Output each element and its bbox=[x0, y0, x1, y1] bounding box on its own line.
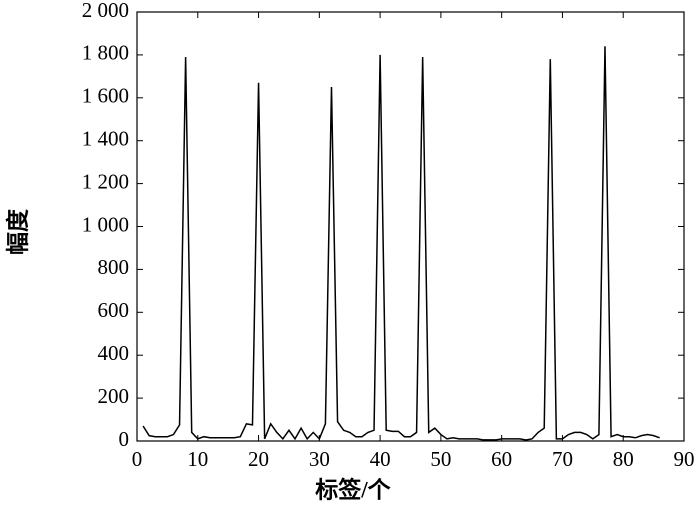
x-tick-label: 50 bbox=[430, 447, 451, 471]
x-tick-label: 70 bbox=[552, 447, 573, 471]
x-tick-label: 80 bbox=[613, 447, 634, 471]
y-axis-label: 幅度 bbox=[4, 208, 30, 255]
y-tick-label: 0 bbox=[119, 427, 130, 451]
y-tick-label: 1 400 bbox=[82, 127, 129, 151]
x-tick-label: 10 bbox=[187, 447, 208, 471]
x-tick-label: 40 bbox=[370, 447, 391, 471]
y-tick-label: 400 bbox=[98, 341, 130, 365]
x-tick-label: 60 bbox=[491, 447, 512, 471]
y-tick-label: 1 600 bbox=[82, 84, 129, 108]
y-tick-label: 200 bbox=[98, 384, 130, 408]
y-tick-label: 2 000 bbox=[82, 0, 129, 22]
y-tick-label: 1 200 bbox=[82, 169, 129, 193]
x-tick-label: 20 bbox=[248, 447, 269, 471]
data-line bbox=[142, 46, 660, 441]
x-axis-label: 标签/个 bbox=[315, 476, 391, 502]
x-tick-label: 90 bbox=[674, 447, 695, 471]
y-tick-label: 800 bbox=[98, 255, 130, 279]
y-tick-label: 1 000 bbox=[82, 212, 129, 236]
x-tick-label: 0 bbox=[132, 447, 143, 471]
y-tick-label: 1 800 bbox=[82, 41, 129, 65]
x-tick-label: 30 bbox=[309, 447, 330, 471]
y-tick-label: 600 bbox=[98, 298, 130, 322]
